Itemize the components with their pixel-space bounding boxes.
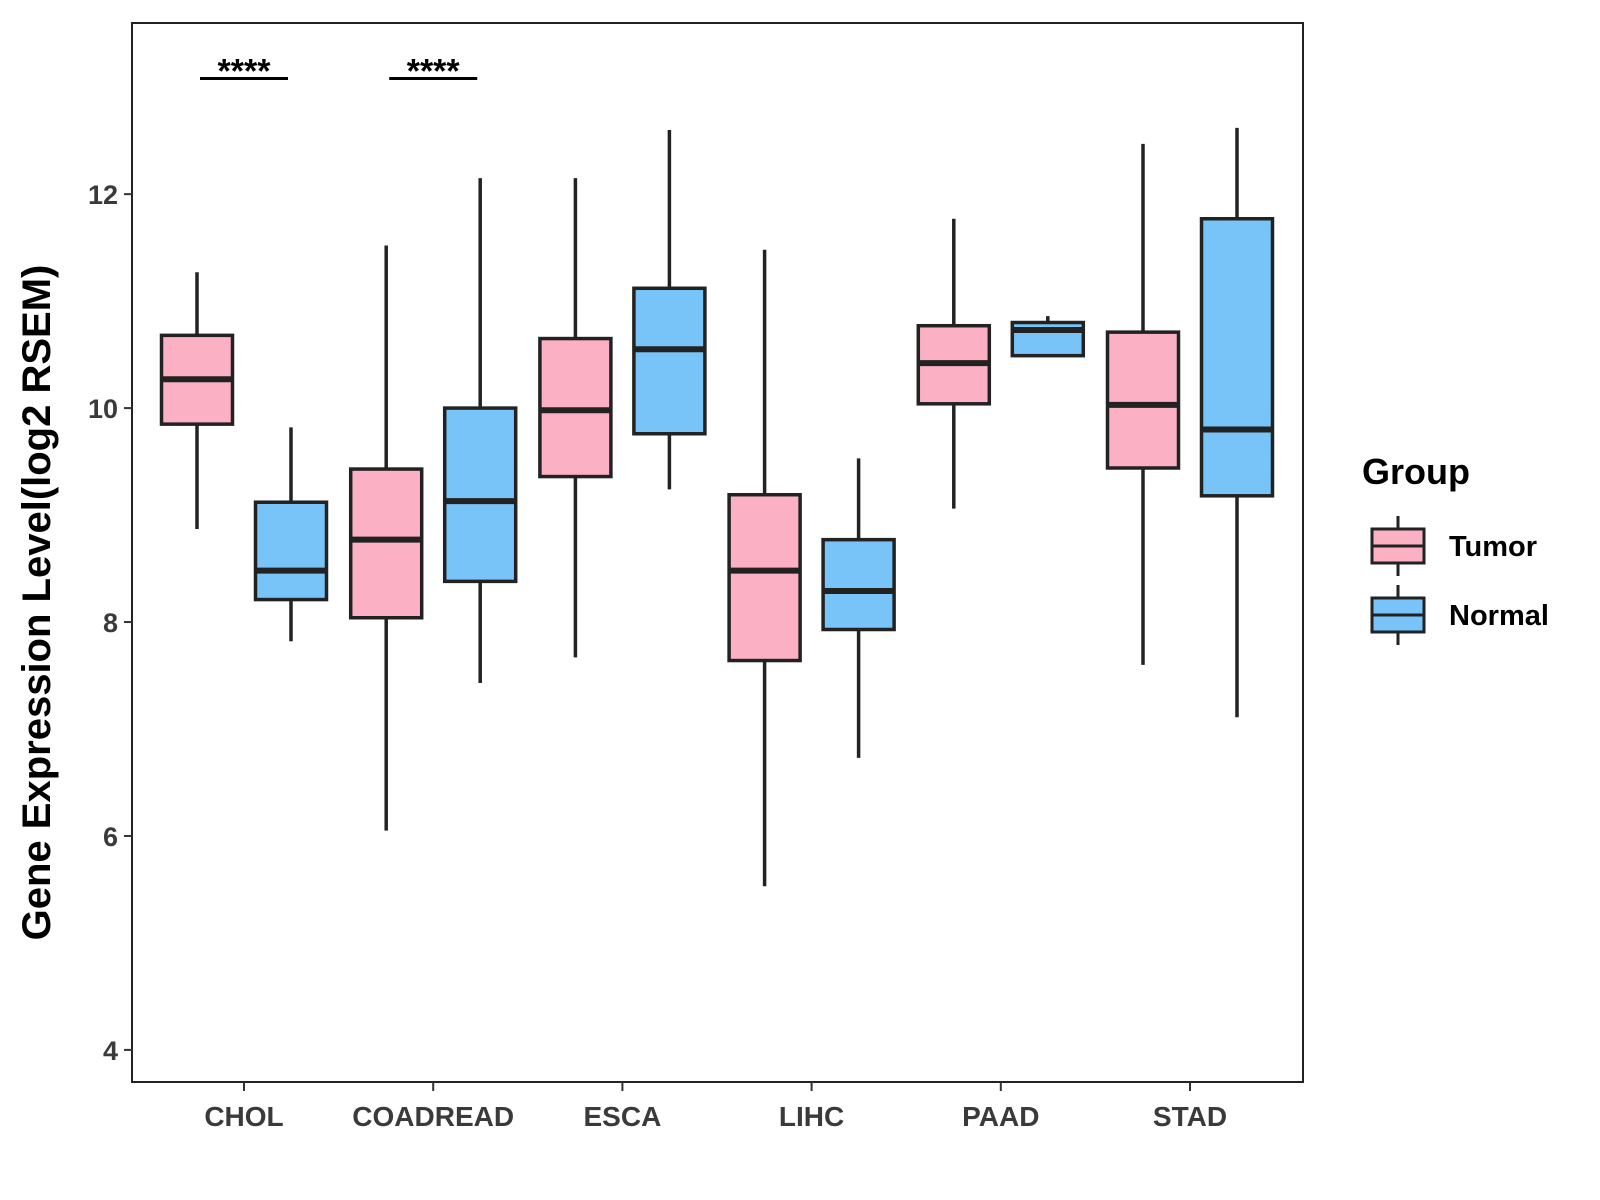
legend-title: Group bbox=[1362, 451, 1470, 492]
box-tumor-esca bbox=[538, 178, 613, 658]
box-tumor-chol bbox=[159, 272, 235, 529]
y-tick-label: 8 bbox=[103, 608, 118, 638]
box-tumor-lihc bbox=[727, 249, 802, 887]
box-iqr bbox=[1199, 217, 1275, 498]
box-iqr bbox=[727, 492, 802, 663]
x-tick-label: PAAD bbox=[962, 1101, 1039, 1132]
legend-entry-tumor: Tumor bbox=[1370, 516, 1537, 576]
box-normal-stad bbox=[1199, 127, 1275, 718]
x-tick-label: COADREAD bbox=[352, 1101, 514, 1132]
x-tick-label: STAD bbox=[1153, 1101, 1227, 1132]
y-tick-label: 6 bbox=[103, 822, 118, 852]
y-tick-label: 4 bbox=[103, 1036, 118, 1066]
box-normal-paad bbox=[1010, 316, 1086, 358]
box-iqr bbox=[348, 467, 424, 620]
legend: Group Tumor Normal bbox=[1362, 451, 1549, 645]
significance-label: **** bbox=[407, 52, 461, 90]
box-iqr bbox=[442, 406, 518, 584]
y-tick-label: 10 bbox=[88, 394, 118, 424]
legend-label: Normal bbox=[1449, 600, 1549, 632]
x-tick-label: ESCA bbox=[584, 1101, 662, 1132]
x-tick-label: LIHC bbox=[779, 1101, 844, 1132]
x-tick-label: CHOL bbox=[204, 1101, 283, 1132]
plot-panel-border bbox=[131, 22, 1304, 1083]
box-normal-lihc bbox=[821, 458, 896, 758]
box-iqr bbox=[1105, 330, 1181, 470]
box-normal-chol bbox=[253, 427, 329, 642]
x-axis: CHOL COADREAD ESCA LIHC PAAD STAD bbox=[204, 1082, 1227, 1132]
legend-label: Tumor bbox=[1449, 531, 1537, 563]
y-tick-label: 12 bbox=[88, 180, 118, 210]
legend-entry-normal: Normal bbox=[1370, 585, 1549, 645]
y-axis: 4 6 8 10 12 bbox=[88, 180, 132, 1066]
box-normal-esca bbox=[632, 129, 707, 490]
box-normal-coadread bbox=[442, 178, 518, 684]
significance-label: **** bbox=[218, 52, 272, 90]
box-tumor-stad bbox=[1105, 143, 1181, 665]
box-iqr bbox=[253, 500, 329, 602]
box-tumor-coadread bbox=[348, 245, 424, 831]
box-series bbox=[159, 127, 1275, 887]
box-iqr bbox=[632, 286, 707, 436]
significance-annotations: **** **** bbox=[200, 52, 478, 90]
y-axis-title: Gene Expression Level(log2 RSEM) bbox=[15, 265, 59, 941]
box-tumor-paad bbox=[916, 218, 992, 509]
box-iqr bbox=[821, 537, 896, 632]
